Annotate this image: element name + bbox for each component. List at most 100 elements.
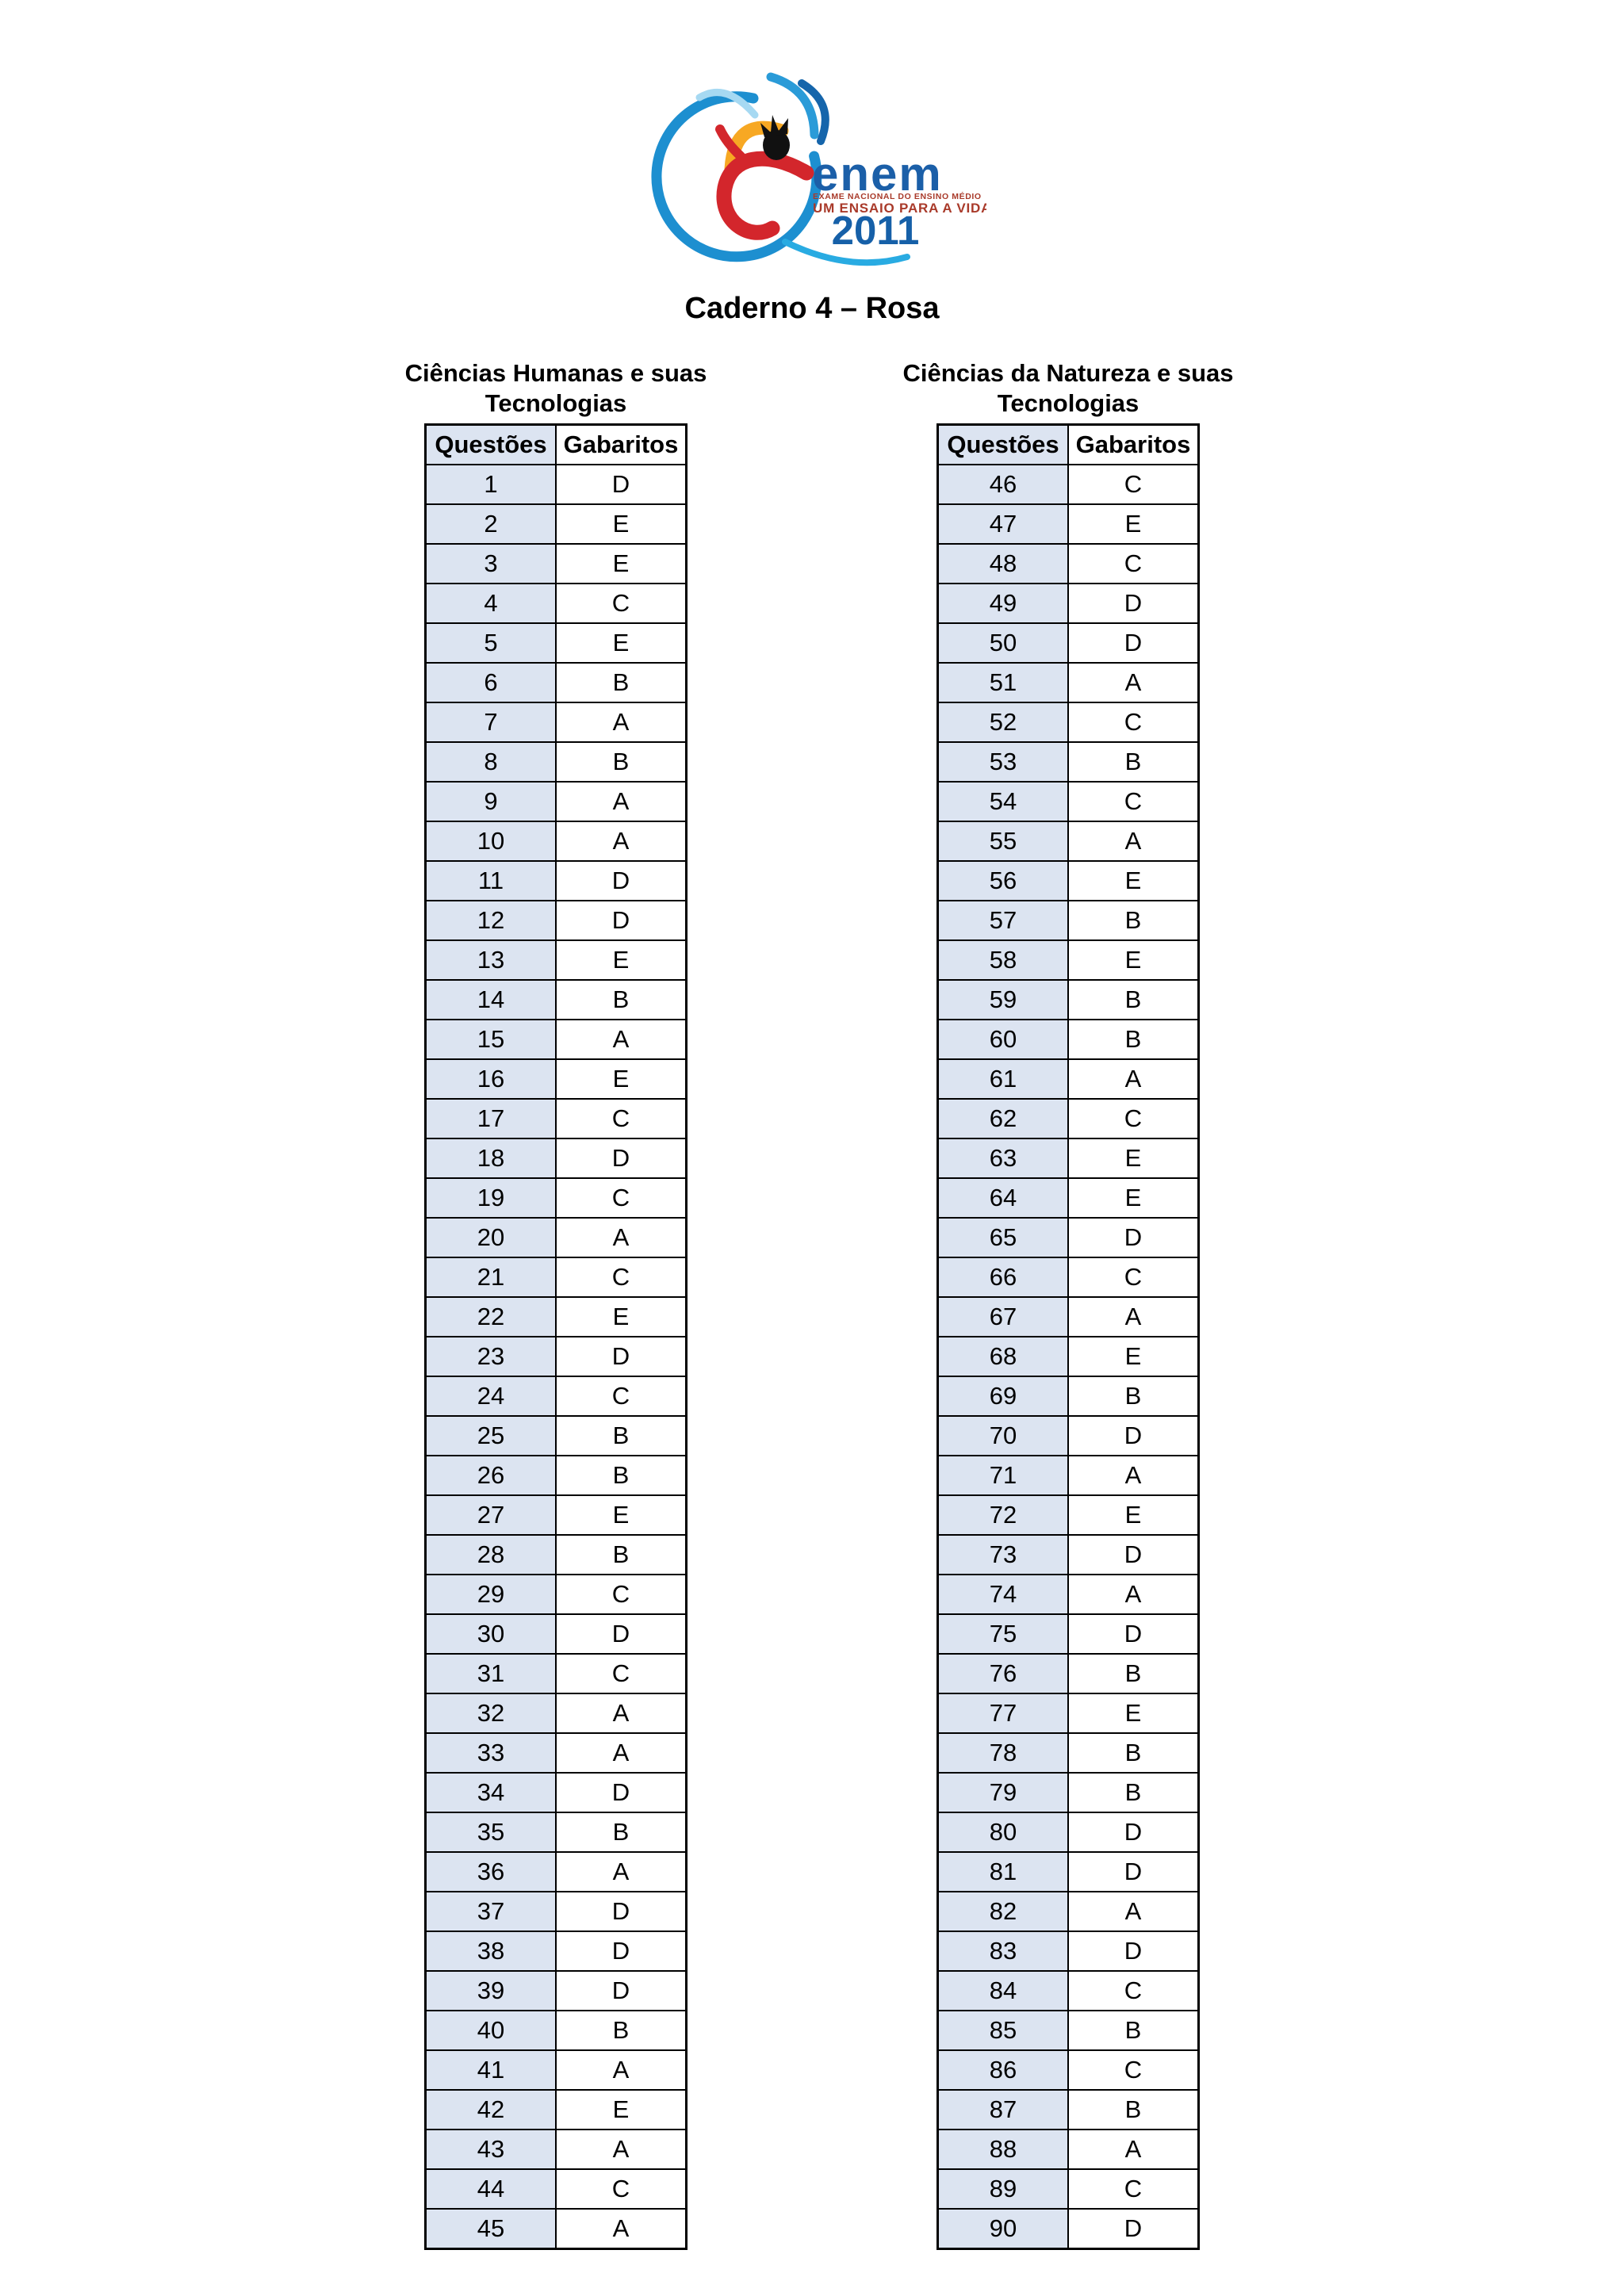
answer-cell: C (555, 1574, 688, 1615)
question-cell: 4 (424, 583, 557, 624)
question-cell: 17 (424, 1098, 557, 1139)
logo-wordmark: enem (812, 147, 943, 201)
question-cell: 66 (936, 1257, 1069, 1298)
question-cell: 74 (936, 1574, 1069, 1615)
answer-cell: C (555, 1098, 688, 1139)
table-row: 70 D (936, 1415, 1200, 1456)
table-row: 63 E (936, 1138, 1200, 1179)
page-title: Caderno 4 – Rosa (684, 292, 940, 325)
question-cell: 18 (424, 1138, 557, 1179)
answer-cell: E (1067, 1177, 1200, 1219)
table-row: 50 D (936, 622, 1200, 664)
question-cell: 37 (424, 1891, 557, 1932)
table-row: 38 D (424, 1931, 688, 1972)
answer-cell: B (1067, 741, 1200, 783)
table-row: 52 C (936, 702, 1200, 743)
answer-cell: A (555, 1732, 688, 1774)
section-ciencias-humanas: Ciências Humanas e suas Tecnologias Ques… (405, 358, 707, 2250)
answer-cell: C (1067, 2168, 1200, 2210)
question-cell: 48 (936, 543, 1069, 584)
table-row: 76 B (936, 1653, 1200, 1694)
table-row: 60 B (936, 1019, 1200, 1060)
table-row: 53 B (936, 741, 1200, 783)
question-cell: 5 (424, 622, 557, 664)
question-cell: 12 (424, 900, 557, 941)
question-cell: 7 (424, 702, 557, 743)
answer-cell: E (555, 1058, 688, 1100)
logo-year: 2011 (832, 208, 920, 253)
logo-subtitle2: UM ENSAIO PARA A VIDA (813, 201, 986, 216)
question-cell: 77 (936, 1693, 1069, 1734)
answer-cell: B (1067, 1376, 1200, 1417)
question-cell: 30 (424, 1613, 557, 1655)
answer-cell: E (555, 1494, 688, 1536)
answer-cell: A (1067, 1296, 1200, 1337)
question-cell: 61 (936, 1058, 1069, 1100)
table-row: 65 D (936, 1217, 1200, 1258)
answer-cell: C (1067, 1098, 1200, 1139)
answer-cell: C (555, 583, 688, 624)
question-cell: 20 (424, 1217, 557, 1258)
question-cell: 64 (936, 1177, 1069, 1219)
section-title-line2: Tecnologias (485, 389, 627, 417)
answer-cell: E (1067, 1494, 1200, 1536)
table-row: 58 E (936, 939, 1200, 981)
question-cell: 84 (936, 1970, 1069, 2011)
answer-cell: D (555, 1772, 688, 1813)
answer-cell: A (555, 702, 688, 743)
col-header-gabaritos: Gabaritos (555, 423, 688, 465)
table-row: 48 C (936, 543, 1200, 584)
answer-cell: C (1067, 543, 1200, 584)
table-row: 14 B (424, 979, 688, 1020)
answer-cell: E (555, 2089, 688, 2130)
table-row: 54 C (936, 781, 1200, 822)
answer-cell: B (555, 2010, 688, 2051)
table-row: 87 B (936, 2089, 1200, 2130)
question-cell: 10 (424, 821, 557, 862)
question-cell: 34 (424, 1772, 557, 1813)
logo-tail-swoosh-icon (782, 239, 910, 266)
table-header-row: Questões Gabaritos (424, 423, 688, 465)
answer-cell: A (555, 2049, 688, 2091)
question-cell: 43 (424, 2129, 557, 2170)
table-row: 83 D (936, 1931, 1200, 1972)
table-row: 36 A (424, 1851, 688, 1892)
table-row: 25 B (424, 1415, 688, 1456)
answer-cell: E (555, 543, 688, 584)
question-cell: 6 (424, 662, 557, 703)
question-cell: 55 (936, 821, 1069, 862)
question-cell: 80 (936, 1812, 1069, 1853)
section-title-line1: Ciências da Natureza e suas (902, 359, 1234, 387)
question-cell: 32 (424, 1693, 557, 1734)
answer-cell: D (1067, 2208, 1200, 2250)
section-title-line2: Tecnologias (997, 389, 1139, 417)
question-cell: 9 (424, 781, 557, 822)
question-cell: 83 (936, 1931, 1069, 1972)
answer-cell: E (1067, 939, 1200, 981)
table-row: 45 A (424, 2208, 688, 2250)
table-row: 34 D (424, 1772, 688, 1813)
section-ciencias-natureza: Ciências da Natureza e suas Tecnologias … (903, 358, 1234, 2250)
answer-cell: D (555, 464, 688, 505)
table-row: 27 E (424, 1494, 688, 1536)
table-row: 85 B (936, 2010, 1200, 2051)
col-header-questoes: Questões (424, 423, 557, 465)
table-row: 67 A (936, 1296, 1200, 1337)
table-row: 28 B (424, 1534, 688, 1575)
question-cell: 51 (936, 662, 1069, 703)
question-cell: 86 (936, 2049, 1069, 2091)
question-cell: 69 (936, 1376, 1069, 1417)
answer-cell: D (1067, 1851, 1200, 1892)
table-row: 59 B (936, 979, 1200, 1020)
answer-cell: C (1067, 2049, 1200, 2091)
question-cell: 33 (424, 1732, 557, 1774)
answers-table-natureza: Questões Gabaritos 46 C 47 E 48 C 49 D 50 D 51 A 52 C… (936, 423, 1200, 2250)
question-cell: 2 (424, 503, 557, 545)
table-row: 89 C (936, 2168, 1200, 2210)
table-row: 72 E (936, 1494, 1200, 1536)
question-cell: 1 (424, 464, 557, 505)
